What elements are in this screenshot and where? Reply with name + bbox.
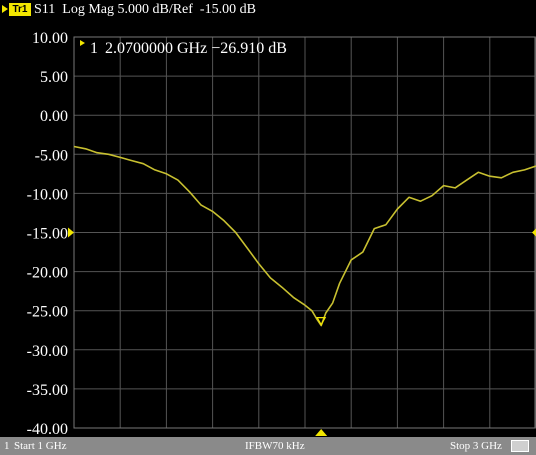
trace-line [73, 145, 536, 327]
reference-level-right-icon[interactable] [532, 228, 536, 237]
marker-readout-number: 1 [90, 40, 98, 57]
y-tick-label: 5.00 [40, 69, 68, 86]
active-trace-arrow-icon [2, 5, 8, 13]
reference-level-left-icon[interactable] [68, 227, 74, 238]
marker-readout: 2.0700000 GHz −26.910 dB [105, 40, 287, 57]
channel-number: 1 [4, 440, 10, 452]
y-tick-label: -35.00 [27, 382, 68, 399]
y-tick-label: -25.00 [27, 304, 68, 321]
y-tick-label: -30.00 [27, 343, 68, 360]
header-bar: Tr1 S11 Log Mag 5.000 dB/Ref -15.00 dB [0, 0, 536, 20]
y-tick-label: 0.00 [40, 108, 68, 125]
ifbw-setting[interactable]: IFBW70 kHz [245, 440, 305, 452]
trace [73, 145, 536, 327]
marker-stimulus-icon[interactable] [315, 429, 328, 436]
y-tick-label: -15.00 [27, 226, 68, 243]
y-tick-label: -40.00 [27, 421, 68, 438]
active-marker-icon [80, 40, 85, 46]
y-tick-label: 10.00 [32, 30, 68, 47]
start-frequency[interactable]: Start 1 GHz [14, 440, 67, 452]
status-bar: 1 Start 1 GHz IFBW70 kHz Stop 3 GHz [0, 437, 536, 455]
status-icon[interactable] [511, 440, 529, 452]
markers [68, 40, 536, 436]
marker-1-icon[interactable] [316, 317, 327, 326]
trace-settings[interactable]: S11 Log Mag 5.000 dB/Ref -15.00 dB [34, 2, 256, 17]
y-tick-label: -10.00 [27, 186, 68, 203]
grid [73, 36, 536, 429]
stop-frequency[interactable]: Stop 3 GHz [450, 440, 502, 452]
trace-label[interactable]: Tr1 [9, 3, 31, 16]
y-tick-label: -20.00 [27, 265, 68, 282]
y-tick-labels: 10.00 5.00 0.00 -5.00 -10.00 -15.00 -20.00 -25.… [27, 30, 68, 438]
y-tick-label: -5.00 [35, 147, 68, 164]
